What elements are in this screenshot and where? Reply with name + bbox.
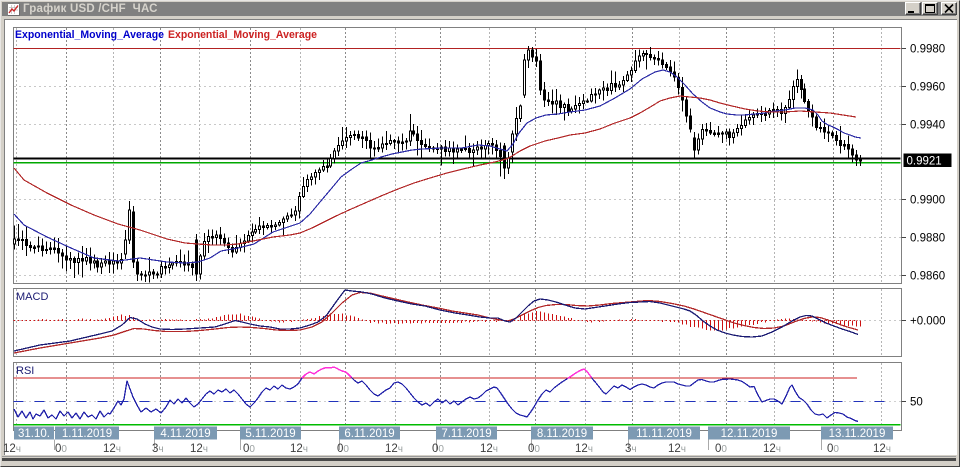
svg-text:7.11.2019: 7.11.2019 (441, 428, 491, 440)
svg-text:12ч: 12ч (290, 443, 308, 455)
svg-text:12ч: 12ч (480, 443, 498, 455)
svg-text:00: 00 (528, 443, 540, 455)
svg-text:50: 50 (910, 397, 923, 409)
svg-text:12ч: 12ч (763, 443, 781, 455)
svg-text:0.9880: 0.9880 (910, 233, 945, 245)
svg-text:5.11.2019: 5.11.2019 (245, 428, 295, 440)
svg-text:12ч: 12ч (575, 443, 593, 455)
svg-text:+0.000: +0.000 (910, 316, 946, 328)
svg-text:3ч: 3ч (152, 443, 164, 455)
svg-text:8.11.2019: 8.11.2019 (537, 428, 587, 440)
svg-text:12ч: 12ч (103, 443, 121, 455)
svg-text:0.9940: 0.9940 (910, 120, 945, 132)
svg-text:Exponential_Moving_Average: Exponential_Moving_Average (168, 29, 317, 41)
svg-text:12ч: 12ч (190, 443, 208, 455)
svg-text:00: 00 (243, 443, 255, 455)
svg-text:00: 00 (337, 443, 349, 455)
svg-text:12ч: 12ч (668, 443, 686, 455)
svg-text:00: 00 (432, 443, 444, 455)
svg-text:3ч: 3ч (625, 443, 637, 455)
svg-text:4.11.2019: 4.11.2019 (160, 428, 210, 440)
svg-text:Exponential_Moving_Average: Exponential_Moving_Average (15, 29, 164, 41)
svg-text:RSI: RSI (16, 365, 34, 377)
svg-text:6.11.2019: 6.11.2019 (344, 428, 394, 440)
svg-text:12.11.2019: 12.11.2019 (721, 428, 778, 440)
svg-text:00: 00 (715, 443, 727, 455)
svg-text:0.9980: 0.9980 (910, 44, 945, 56)
svg-text:0.9960: 0.9960 (910, 82, 945, 94)
svg-text:12ч: 12ч (873, 443, 891, 455)
svg-text:0.9921: 0.9921 (907, 156, 942, 168)
svg-text:00: 00 (55, 443, 67, 455)
svg-text:00: 00 (827, 443, 839, 455)
svg-text:1.11.2019: 1.11.2019 (62, 428, 112, 440)
svg-text:31.10.: 31.10. (18, 428, 50, 440)
svg-text:0.9900: 0.9900 (910, 195, 945, 207)
svg-text:12ч: 12ч (3, 443, 21, 455)
svg-text:MACD: MACD (16, 291, 48, 303)
svg-text:13.11.2019: 13.11.2019 (829, 428, 886, 440)
svg-text:12ч: 12ч (385, 443, 403, 455)
svg-text:0.9860: 0.9860 (910, 271, 945, 283)
svg-text:11.11.2019: 11.11.2019 (636, 428, 692, 440)
